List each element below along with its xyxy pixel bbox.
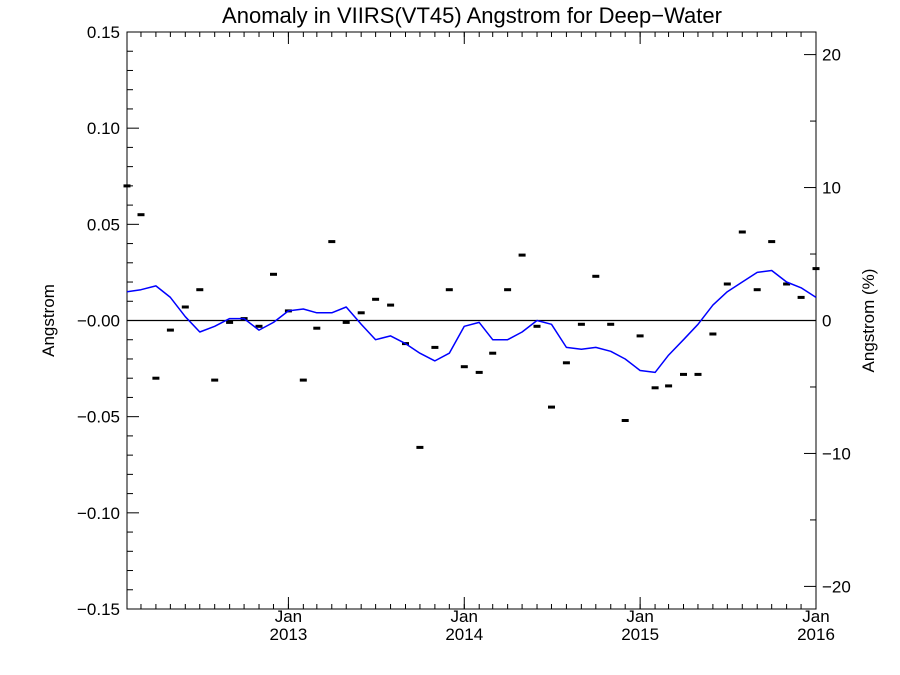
data-point-marker — [797, 295, 805, 299]
data-point-marker — [694, 372, 702, 376]
data-point-marker — [783, 282, 791, 286]
data-point-marker — [196, 288, 204, 292]
y-tick-label: 0.10 — [87, 119, 120, 138]
data-point-marker — [518, 253, 526, 257]
y-tick-label: 0.05 — [87, 215, 120, 234]
data-point-marker — [270, 272, 277, 276]
data-point-marker — [123, 184, 131, 188]
data-point-marker — [812, 267, 820, 271]
data-point-marker — [723, 282, 731, 286]
data-point-marker — [607, 322, 615, 326]
data-point-marker — [709, 332, 717, 336]
y-tick-label: −0.10 — [77, 504, 120, 523]
data-point-marker — [533, 324, 541, 328]
y2-tick-label: −20 — [822, 577, 851, 596]
data-point-marker — [504, 288, 512, 292]
data-point-marker — [738, 230, 746, 234]
data-point-marker — [768, 240, 776, 244]
data-point-marker — [226, 320, 234, 324]
data-point-marker — [577, 322, 585, 326]
x-tick-year: 2014 — [445, 625, 483, 644]
y2-tick-label: −10 — [822, 444, 851, 463]
x-tick-month: Jan — [802, 607, 829, 626]
data-point-marker — [152, 376, 160, 380]
data-point-marker — [137, 213, 145, 217]
x-tick-month: Jan — [275, 607, 302, 626]
data-point-marker — [548, 405, 555, 409]
data-point-marker — [299, 378, 307, 382]
data-point-marker — [621, 419, 629, 422]
data-point-marker — [475, 370, 483, 374]
y-tick-label: −0.05 — [77, 408, 120, 427]
data-point-marker — [489, 351, 497, 355]
data-point-marker — [665, 384, 673, 388]
data-point-marker — [753, 288, 761, 292]
left-y-axis: 0.15 0.10 0.05 −0.00 −0.05 −0.10 −0.15 — [77, 23, 139, 619]
y2-tick-label: 0 — [822, 312, 831, 331]
data-point-marker — [387, 303, 395, 307]
data-point-marker — [680, 372, 687, 376]
data-point-marker — [328, 240, 336, 244]
data-point-marker — [211, 378, 219, 382]
y2-axis-label: Angstrom (%) — [859, 269, 878, 373]
x-tick-month: Jan — [451, 607, 478, 626]
chart-title: Anomaly in VIIRS(VT45) Angstrom for Deep… — [222, 3, 722, 28]
data-point-marker — [460, 365, 468, 369]
series-line — [126, 269, 817, 374]
data-point-marker — [431, 345, 439, 349]
y-axis-label: Angstrom — [39, 284, 58, 357]
y-tick-label: 0.15 — [87, 23, 120, 42]
data-point-marker — [592, 274, 600, 278]
data-point-marker — [372, 297, 380, 301]
x-tick-year: 2016 — [797, 625, 835, 644]
data-point-marker — [445, 288, 453, 292]
data-point-marker — [562, 361, 570, 365]
data-point-marker — [166, 328, 174, 332]
y2-tick-label: 20 — [822, 46, 841, 65]
y-tick-label: −0.15 — [77, 600, 120, 619]
data-point-marker — [416, 445, 424, 449]
data-point-marker — [313, 326, 321, 330]
data-point-marker — [651, 386, 659, 390]
right-y-axis: 20 10 0 −10 −20 — [804, 46, 851, 596]
data-point-marker — [342, 320, 350, 324]
x-tick-year: 2013 — [269, 625, 307, 644]
data-point-marker — [636, 334, 644, 338]
data-point-marker — [181, 305, 189, 309]
y2-tick-label: 10 — [822, 179, 841, 198]
data-point-marker — [357, 311, 365, 315]
x-tick-year: 2015 — [621, 625, 659, 644]
data-point-marker — [255, 324, 263, 328]
x-tick-month: Jan — [626, 607, 653, 626]
series-layer — [123, 184, 820, 449]
y-tick-label: −0.00 — [77, 312, 120, 331]
